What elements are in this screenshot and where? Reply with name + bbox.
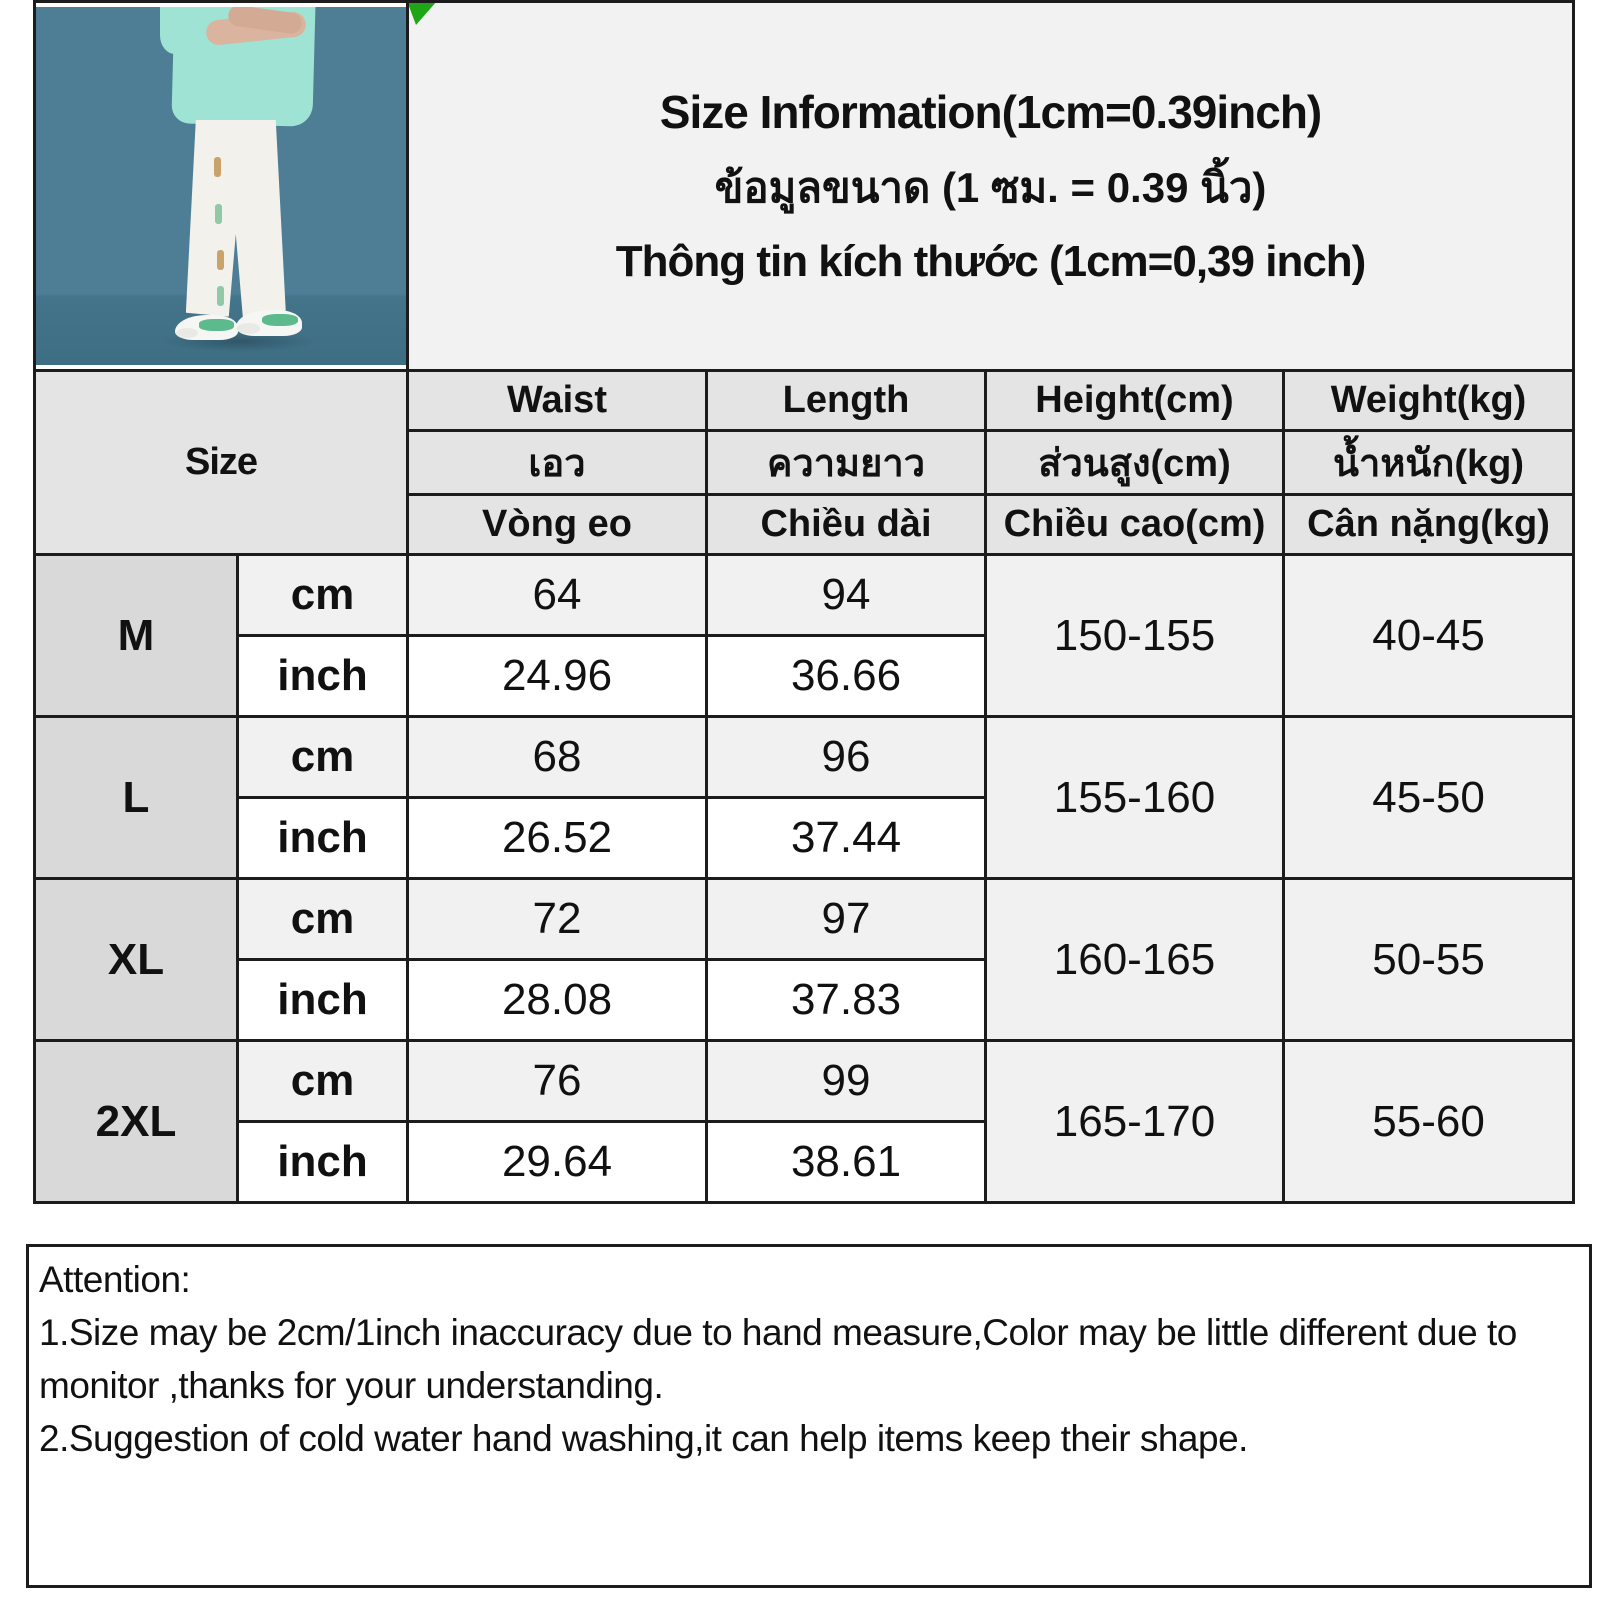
size-label: 2XL: [33, 1039, 239, 1204]
unit-cm-label: cm: [236, 1039, 409, 1123]
unit-inch-label: inch: [236, 1120, 409, 1204]
size-row-m-cm: M cm 64 94 150-155 40-45: [33, 553, 1576, 718]
size-row-xl-cm: XL cm 72 97 160-165 50-55: [33, 877, 1576, 1042]
length-inch-value: 37.83: [705, 958, 987, 1042]
unit-inch-label: inch: [236, 796, 409, 880]
sneaker-toe: [237, 323, 261, 335]
size-table: Size Information(1cm=0.39inch) ข้อมูลขนา…: [33, 0, 1576, 1204]
length-inch-value: 37.44: [705, 796, 987, 880]
attention-title: Attention:: [39, 1259, 191, 1300]
attention-note-1: 1.Size may be 2cm/1inch inaccuracy due t…: [39, 1312, 1517, 1406]
size-row-xl-inch: inch 28.08 37.83: [35, 958, 1574, 1042]
attention-note-2: 2.Suggestion of cold water hand washing,…: [39, 1418, 1248, 1459]
length-inch-value: 38.61: [705, 1120, 987, 1204]
title-cell: Size Information(1cm=0.39inch) ข้อมูลขนา…: [405, 0, 1576, 372]
header-height-th: ส่วนสูง(cm): [984, 429, 1285, 496]
height-range-value: 150-155: [984, 553, 1285, 718]
waist-inch-value: 28.08: [406, 958, 708, 1042]
waist-inch-value: 24.96: [406, 634, 708, 718]
size-row-2xl-inch: inch 29.64 38.61: [35, 1120, 1574, 1204]
title-stack: Size Information(1cm=0.39inch) ข้อมูลขนา…: [411, 85, 1571, 287]
sneaker-green-patch: [199, 319, 234, 331]
photo-left-sneaker: [174, 314, 238, 340]
unit-cm-label: cm: [236, 715, 409, 799]
size-row-l-inch: inch 26.52 37.44: [35, 796, 1574, 880]
size-label: XL: [33, 877, 239, 1042]
size-column-header: Size: [33, 369, 409, 556]
title-thai: ข้อมูลขนาด (1 ซม. = 0.39 นิ้ว): [714, 164, 1267, 211]
header-waist-en: Waist: [406, 369, 708, 432]
title-vietnamese: Thông tin kích thước (1cm=0,39 inch): [615, 237, 1367, 286]
header-waist-vi: Vòng eo: [406, 493, 708, 556]
weight-range-value: 45-50: [1281, 715, 1576, 880]
weight-range-value: 40-45: [1281, 553, 1576, 718]
weight-range-value: 55-60: [1281, 1039, 1576, 1204]
waist-cm-value: 76: [406, 1039, 708, 1123]
top-row: Size Information(1cm=0.39inch) ข้อมูลขนา…: [33, 0, 1576, 372]
corner-marker-triangle-icon: [410, 4, 437, 25]
product-photo-cell: [33, 0, 409, 372]
photo-pants-button: [215, 203, 223, 224]
length-cm-value: 96: [705, 715, 987, 799]
height-range-value: 165-170: [984, 1039, 1285, 1204]
product-photo: [37, 7, 405, 365]
unit-cm-label: cm: [236, 553, 409, 637]
header-length-th: ความยาว: [705, 429, 987, 496]
header-waist-th: เอว: [406, 429, 708, 496]
header-length-en: Length: [705, 369, 987, 432]
sneaker-green-patch: [261, 314, 299, 327]
header-row-vietnamese: Vòng eo Chiều dài Chiều cao(cm) Cân nặng…: [35, 493, 1576, 556]
length-cm-value: 99: [705, 1039, 987, 1123]
waist-inch-value: 26.52: [406, 796, 708, 880]
unit-cm-label: cm: [236, 877, 409, 961]
sneaker-toe: [176, 327, 198, 338]
size-row-l-cm: L cm 68 96 155-160 45-50: [33, 715, 1576, 880]
photo-pants-button: [213, 157, 221, 178]
weight-range-value: 50-55: [1281, 877, 1576, 1042]
waist-cm-value: 68: [406, 715, 708, 799]
header-height-vi: Chiều cao(cm): [984, 493, 1285, 556]
waist-cm-value: 64: [406, 553, 708, 637]
header-weight-vi: Cân nặng(kg): [1281, 493, 1576, 556]
header-row-english: Size Waist Length Height(cm) Weight(kg): [33, 369, 1576, 556]
header-row-thai: เอว ความยาว ส่วนสูง(cm) น้ำหนัก(kg): [35, 429, 1576, 496]
length-inch-value: 36.66: [705, 634, 987, 718]
attention-box: Attention: 1.Size may be 2cm/1inch inacc…: [26, 1244, 1592, 1588]
size-row-2xl-cm: 2XL cm 76 99 165-170 55-60: [33, 1039, 1576, 1204]
size-label: L: [33, 715, 239, 880]
waist-inch-value: 29.64: [406, 1120, 708, 1204]
photo-pants-button: [217, 250, 225, 271]
length-cm-value: 94: [705, 553, 987, 637]
header-height-en: Height(cm): [984, 369, 1285, 432]
header-length-vi: Chiều dài: [705, 493, 987, 556]
length-cm-value: 97: [705, 877, 987, 961]
header-weight-th: น้ำหนัก(kg): [1281, 429, 1576, 496]
photo-pants-button: [217, 286, 225, 307]
unit-inch-label: inch: [236, 634, 409, 718]
size-label: M: [33, 553, 239, 718]
title-english: Size Information(1cm=0.39inch): [659, 86, 1322, 138]
unit-inch-label: inch: [236, 958, 409, 1042]
waist-cm-value: 72: [406, 877, 708, 961]
height-range-value: 155-160: [984, 715, 1285, 880]
photo-right-sneaker: [235, 309, 303, 337]
header-weight-en: Weight(kg): [1281, 369, 1576, 432]
photo-pants: [185, 119, 286, 317]
size-row-m-inch: inch 24.96 36.66: [35, 634, 1574, 718]
height-range-value: 160-165: [984, 877, 1285, 1042]
